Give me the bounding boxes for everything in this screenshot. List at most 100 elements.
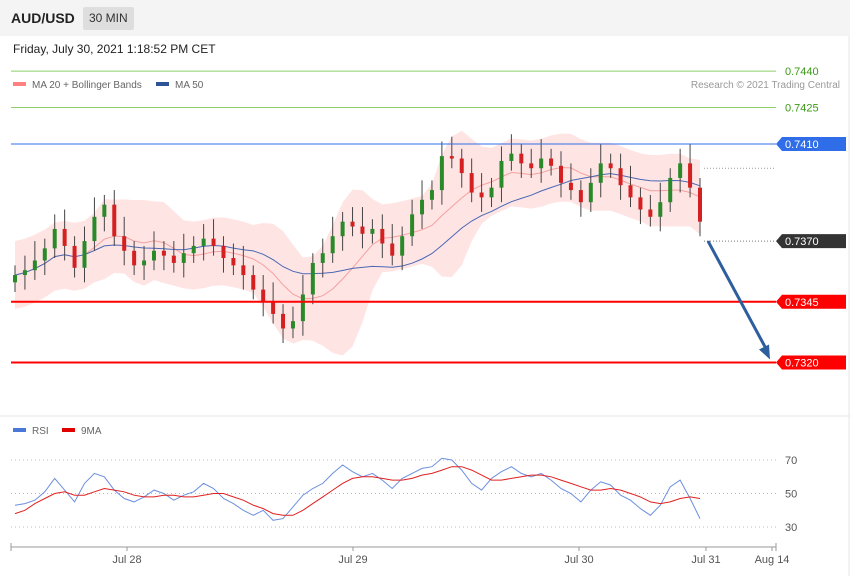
rsi-9ma-line [14,466,701,516]
candle [102,204,107,217]
candle [469,173,474,193]
legend-rsi-swatch [13,428,26,432]
level-tag-0.7320 [776,355,846,370]
candle [568,182,573,191]
x-tick-label: Aug 14 [755,554,790,566]
legend-rsi-label: RSI [32,426,49,437]
candle [529,163,534,169]
legend-9ma-swatch [62,428,75,432]
top-bar: AUD/USD 30 MIN [0,0,850,36]
candle [668,177,673,203]
candle [22,270,27,276]
candle [241,265,246,276]
level-label-0.7370: 0.7370 [785,236,819,248]
candle [191,245,196,254]
time-axis: Jul 28 Jul 29 Jul 30 Jul 31 Aug 14 [10,543,790,566]
candle [459,158,464,174]
candle [449,156,454,159]
candle [42,248,47,261]
candle [628,185,633,198]
candle [588,182,593,203]
level-label-0.7410: 0.7410 [785,139,819,151]
candle [201,238,206,246]
candle [231,258,236,266]
level-label-0.7425: 0.7425 [785,103,819,115]
chart-datetime: Friday, July 30, 2021 1:18:52 PM CET [13,42,216,56]
level-tag-0.7410 [776,136,846,151]
candle [112,204,117,237]
candle [221,245,226,259]
candle [92,216,97,242]
copyright-text: Research © 2021 Trading Central [690,80,840,91]
candle [72,245,77,268]
candle [608,163,613,169]
candle [479,192,484,198]
candle [330,236,335,254]
legend-ma20-label: MA 20 + Bollinger Bands [32,80,142,91]
candle [62,228,67,246]
candle [598,163,603,183]
candle [300,294,305,322]
candle [340,221,345,237]
price-panel: 0.7440 0.7425 0.7410 0.7370 0.7345 0.7320 [0,36,850,576]
legend-ma20: MA 20 + Bollinger Bands [13,80,142,91]
candle [648,209,653,217]
candle [171,255,176,263]
rsi-line [14,457,701,521]
candle [13,275,17,283]
candle [678,163,683,178]
candle [122,236,127,251]
candle [310,262,315,295]
ma20-line [14,167,701,300]
candle [360,226,365,234]
candle [519,153,524,164]
legend-ma20-swatch [13,82,26,86]
candle [410,214,415,237]
candle [251,275,256,290]
candle [549,158,554,166]
candle [539,158,544,169]
legend-ma50-swatch [156,82,169,86]
level-tag-0.7345 [776,294,846,309]
candle [52,228,57,249]
candle [698,187,702,222]
x-tick-label: Jul 29 [338,554,367,566]
candle [638,197,643,210]
candle [658,202,663,217]
candle [211,238,216,246]
legend-ma50: MA 50 [156,80,203,91]
candle [390,243,395,256]
forecast-arrow [706,240,769,352]
candle [499,160,504,188]
candle [320,253,325,263]
candle [32,260,37,271]
level-label-0.7440: 0.7440 [785,66,819,78]
candle [509,153,514,161]
candle [420,199,425,215]
candle [261,289,266,302]
candle [429,190,434,200]
candle [400,236,405,256]
forecast-arrow-head [759,344,770,360]
legend-rsi: RSI [13,426,49,437]
candle [380,228,385,244]
bollinger-band [15,130,700,356]
candle [290,321,295,329]
timeframe-button[interactable]: 30 MIN [83,7,134,30]
candle [161,250,166,256]
candle [281,313,286,329]
candle [688,163,693,188]
legend-9ma-label: 9MA [81,426,102,437]
legend-ma50-label: MA 50 [175,80,204,91]
candle [578,190,583,203]
legend-9ma: 9MA [62,426,102,437]
level-label-0.7345: 0.7345 [785,297,819,309]
candle [370,228,375,234]
candle [618,168,623,186]
symbol-title: AUD/USD [11,10,75,26]
candle [489,187,494,198]
rsi-panel: 70 50 30 [11,455,797,534]
level-label-0.7320: 0.7320 [785,357,819,369]
candle [142,260,147,266]
